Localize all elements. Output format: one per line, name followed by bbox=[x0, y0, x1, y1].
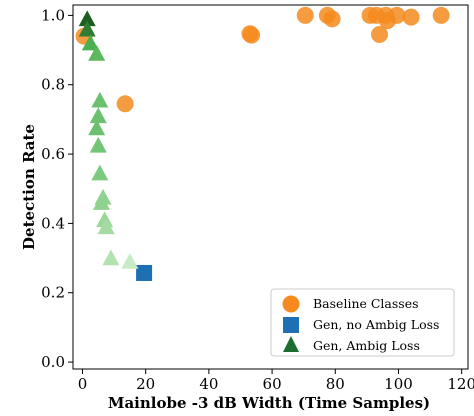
x-tick-label: 60 bbox=[263, 375, 282, 393]
y-tick-label: 0.4 bbox=[41, 214, 65, 232]
plot-area bbox=[75, 6, 450, 281]
gen-ambig-point bbox=[121, 253, 139, 269]
x-tick-label: 100 bbox=[384, 375, 413, 393]
baseline-point bbox=[116, 95, 134, 113]
legend-marker-gen-no-ambig bbox=[283, 317, 299, 333]
y-axis-label: Detection Rate bbox=[20, 124, 38, 250]
baseline-point bbox=[323, 10, 341, 28]
axes: 0 20 40 60 80 100 120 0.0 0.2 0.4 0.6 0.8 1.0 bbox=[41, 4, 474, 393]
gen-ambig-point bbox=[78, 10, 96, 27]
y-tick-label: 0.0 bbox=[41, 353, 65, 371]
gen-ambig-point bbox=[88, 119, 106, 136]
x-tick-label: 40 bbox=[199, 375, 218, 393]
baseline-point bbox=[402, 8, 420, 26]
gen-ambig-point bbox=[96, 211, 114, 228]
gen-ambig-point bbox=[92, 194, 110, 210]
y-tick-label: 0.2 bbox=[41, 284, 65, 302]
gen-ambig-point bbox=[88, 45, 106, 61]
gen-ambig-point bbox=[91, 164, 109, 181]
gen-ambig-point bbox=[89, 107, 107, 124]
baseline-point bbox=[296, 6, 314, 24]
baseline-point bbox=[388, 6, 406, 24]
gen-ambig-point bbox=[89, 136, 107, 153]
x-tick-label: 80 bbox=[326, 375, 345, 393]
y-tick-label: 0.6 bbox=[41, 145, 65, 163]
x-tick-label: 0 bbox=[78, 375, 88, 393]
legend-label-gen-ambig: Gen, Ambig Loss bbox=[313, 338, 420, 353]
y-tick-label: 0.8 bbox=[41, 76, 65, 94]
legend-box bbox=[270, 288, 455, 357]
legend-label-gen-no-ambig: Gen, no Ambig Loss bbox=[313, 317, 439, 332]
gen-ambig-point bbox=[91, 91, 109, 108]
baseline-point bbox=[243, 26, 261, 44]
legend-label-baseline: Baseline Classes bbox=[313, 296, 419, 311]
legend-marker-gen-ambig bbox=[283, 336, 299, 352]
x-axis-label: Mainlobe -3 dB Width (Time Samples) bbox=[108, 394, 430, 412]
x-tick-label: 20 bbox=[136, 375, 155, 393]
legend-marker-baseline bbox=[282, 295, 300, 313]
baseline-point bbox=[432, 6, 450, 24]
gen-ambig-point bbox=[81, 34, 99, 51]
y-tick-label: 1.0 bbox=[41, 6, 65, 24]
gen-ambig-point bbox=[97, 218, 115, 235]
baseline-point bbox=[371, 25, 389, 43]
legend: Baseline Classes Gen, no Ambig Loss Gen,… bbox=[270, 288, 455, 357]
plot-frame bbox=[72, 4, 469, 370]
x-tick-label: 120 bbox=[447, 375, 474, 393]
gen-ambig-point bbox=[78, 20, 96, 37]
gen-no-ambig-point bbox=[136, 264, 153, 281]
gen-ambig-point bbox=[102, 249, 120, 266]
